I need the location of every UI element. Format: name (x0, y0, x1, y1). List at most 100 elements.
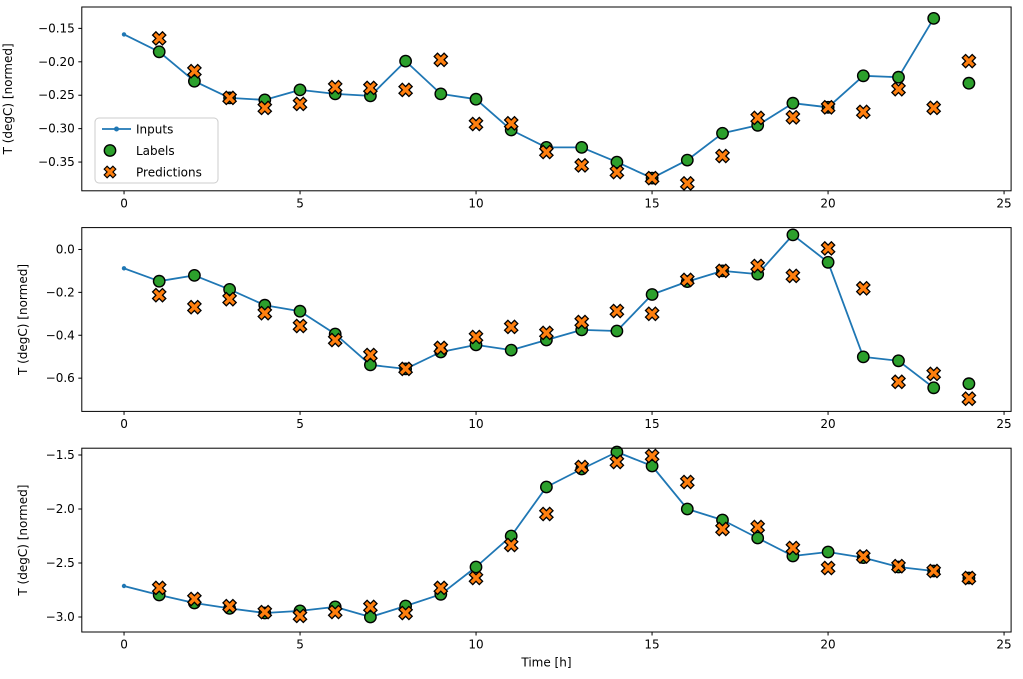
prediction-point (398, 82, 414, 98)
label-point (363, 610, 377, 624)
prediction-point (961, 53, 977, 69)
label-point (645, 459, 659, 473)
label-point (293, 304, 307, 318)
label-point (786, 96, 800, 110)
prediction-point (398, 361, 414, 377)
prediction-point (644, 306, 660, 322)
prediction-point (433, 340, 449, 356)
legend-item-label: Labels (136, 144, 175, 158)
y-tick-label: −0.6 (46, 371, 75, 385)
prediction-point (785, 268, 801, 284)
prediction-point (222, 291, 238, 307)
label-point (399, 54, 412, 68)
y-tick-label: −0.20 (38, 55, 75, 69)
label-point (540, 480, 553, 494)
prediction-point (468, 116, 484, 132)
prediction-point (714, 263, 731, 279)
prediction-point (890, 558, 907, 574)
prediction-point (820, 240, 836, 256)
x-tick-label: 20 (820, 417, 835, 431)
label-point (751, 531, 765, 545)
prediction-point (362, 80, 378, 96)
y-tick-label: −0.35 (38, 155, 75, 169)
prediction-point (785, 109, 801, 125)
label-point (469, 92, 483, 106)
x-tick-label: 10 (468, 417, 483, 431)
legend-item-predictions: Predictions (103, 165, 202, 180)
prediction-point (538, 144, 554, 160)
legend: Inputs Labels Predictions (94, 117, 219, 184)
prediction-point (574, 314, 590, 330)
subplot-2: 0 5 10 15 20 25 0.0 −0.2 −0.4 −0.6 T (degC) [norme… (16, 227, 1012, 431)
inputs-line (123, 233, 935, 389)
prediction-point (151, 287, 167, 303)
axes-frame (81, 227, 1012, 412)
x-tick-label: 0 (120, 196, 128, 210)
prediction-point (151, 580, 167, 596)
legend-item-label: Predictions (136, 166, 202, 180)
inputs-line (123, 17, 935, 180)
x-tick-label: 25 (996, 417, 1011, 431)
x-tick-label: 0 (120, 638, 128, 652)
x-tick-label: 5 (296, 638, 304, 652)
prediction-point (362, 599, 378, 615)
prediction-point (327, 79, 343, 95)
prediction-point (222, 90, 238, 106)
prediction-point (186, 591, 202, 607)
inputs-line (123, 451, 935, 618)
y-tick-label: −2.5 (46, 556, 75, 570)
label-point (152, 45, 166, 59)
x-tick-label: 15 (644, 196, 659, 210)
label-point (575, 140, 589, 154)
prediction-point (890, 374, 907, 390)
prediction-point (257, 100, 273, 116)
prediction-point (292, 608, 308, 624)
legend-item-labels: Labels (103, 144, 175, 158)
label-point (821, 545, 835, 559)
x-axis-label: Time [h] (520, 656, 571, 670)
prediction-point (714, 148, 731, 164)
prediction-point (961, 570, 977, 586)
x-tick-label: 20 (820, 196, 835, 210)
prediction-point (609, 454, 625, 470)
prediction-point (750, 258, 766, 274)
prediction-point (257, 305, 273, 321)
subplot-1: 0 5 10 15 20 25 −0.15 −0.20 −0.25 −0.30 −0.35 T (de… (1, 6, 1012, 210)
prediction-point (644, 448, 660, 464)
prediction-point (750, 110, 766, 126)
prediction-point (750, 519, 766, 535)
y-axis-label: T (degC) [normed] (16, 485, 30, 597)
prediction-point (186, 63, 202, 79)
label-point (187, 268, 201, 282)
label-point (469, 560, 483, 574)
prediction-point (538, 325, 554, 341)
axes-frame (81, 6, 1012, 192)
prediction-point (222, 598, 238, 614)
x-tick-label: 10 (468, 196, 483, 210)
prediction-point (574, 459, 590, 475)
x-tick-label: 15 (644, 638, 659, 652)
x-tick-label: 25 (996, 638, 1011, 652)
label-point (680, 502, 694, 516)
prediction-point (362, 347, 378, 363)
label-point (892, 70, 905, 84)
prediction-point (327, 604, 343, 620)
input-point-marker (121, 32, 127, 37)
label-point (152, 274, 166, 288)
label-point (927, 381, 941, 395)
prediction-point (433, 52, 449, 68)
prediction-point (151, 30, 167, 46)
prediction-point (257, 604, 273, 620)
prediction-point (679, 272, 695, 288)
y-tick-label: −0.15 (38, 21, 75, 35)
y-tick-label: 0.0 (56, 242, 75, 256)
x-tick-label: 10 (468, 638, 483, 652)
label-point (892, 354, 905, 368)
legend-item-label: Inputs (136, 123, 173, 137)
prediction-point (186, 299, 202, 315)
prediction-point (538, 506, 554, 522)
prediction-point (503, 537, 519, 553)
y-tick-label: −0.4 (46, 328, 75, 342)
input-point-marker (121, 266, 127, 271)
